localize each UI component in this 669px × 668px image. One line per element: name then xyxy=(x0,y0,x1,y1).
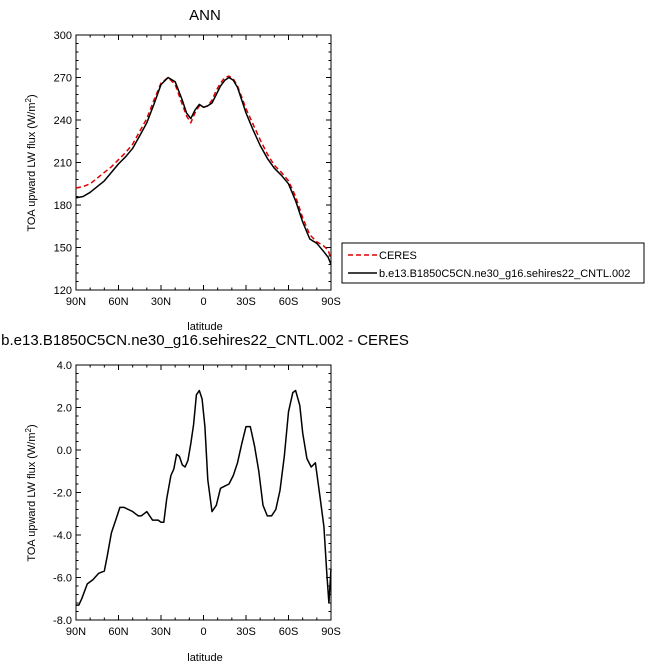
x-tick-label: 60N xyxy=(108,296,128,308)
y-tick-label: -2.0 xyxy=(53,488,72,500)
x-tick-label: 90S xyxy=(321,626,341,638)
chart-title: ANN xyxy=(189,7,221,24)
x-tick-label: 30N xyxy=(151,626,171,638)
x-tick-label: 90N xyxy=(66,626,86,638)
chart-annual-zonal-mean: ANN 90N 60N 30N 0 30S 60S 90S 120 150 180 210 240 27… xyxy=(24,7,645,333)
y-tick-label: 240 xyxy=(54,115,72,127)
y-tick-label: 2.0 xyxy=(57,403,72,415)
y-axis-label: TOA upward LW flux (W/m2) xyxy=(24,94,38,231)
y-tick-label: -4.0 xyxy=(53,530,72,542)
y-axis-label-close: ) xyxy=(26,94,38,98)
y-axis-label-close: ) xyxy=(26,424,38,428)
x-tick-label: 60S xyxy=(279,296,299,308)
legend-label-ceres: CERES xyxy=(379,250,417,262)
y-axis-label: TOA upward LW flux (W/m2) xyxy=(24,424,38,561)
chart-title: b.e13.B1850C5CN.ne30_g16.sehires22_CNTL.… xyxy=(1,332,409,349)
x-tick-label: 30N xyxy=(151,296,171,308)
plot-area: 90N 60N 30N 0 30S 60S 90S -8.0 -6.0 -4.0 -2.0 0.0 2.… xyxy=(53,360,341,638)
plot-frame xyxy=(75,364,332,621)
series-line-1 xyxy=(76,389,332,606)
x-tick-label: 60N xyxy=(108,626,128,638)
legend-label-model: b.e13.B1850C5CN.ne30_g16.sehires22_CNTL.… xyxy=(379,268,630,280)
x-tick-label: 0 xyxy=(200,296,206,308)
plot-area: 90N 60N 30N 0 30S 60S 90S 120 150 180 210 240 270 300 xyxy=(54,30,341,308)
series-line-2 xyxy=(75,76,332,265)
y-tick-label: 150 xyxy=(54,243,72,255)
legend: CERES b.e13.B1850C5CN.ne30_g16.sehires22… xyxy=(341,242,645,284)
y-tick-label: 300 xyxy=(54,30,72,42)
y-tick-label: 0.0 xyxy=(57,445,72,457)
y-tick-label: 210 xyxy=(54,158,72,170)
y-axis-label-exponent: 2 xyxy=(24,427,33,432)
x-tick-label: 60S xyxy=(279,626,299,638)
y-tick-label: 270 xyxy=(54,73,72,85)
chart-model-minus-ceres: b.e13.B1850C5CN.ne30_g16.sehires22_CNTL.… xyxy=(1,332,409,664)
x-tick-label: 30S xyxy=(236,626,256,638)
x-axis-label: latitude xyxy=(187,652,222,664)
x-tick-label: 0 xyxy=(200,626,206,638)
series-line-1 xyxy=(75,75,332,260)
plot-frame xyxy=(75,34,332,291)
y-tick-label: -8.0 xyxy=(53,615,72,627)
y-axis-label-text: TOA upward LW flux (W/m xyxy=(26,432,38,561)
y-tick-label: 180 xyxy=(54,200,72,212)
y-tick-label: -6.0 xyxy=(53,573,72,585)
legend-box xyxy=(341,242,645,284)
x-axis-label: latitude xyxy=(187,321,222,333)
y-axis-label-exponent: 2 xyxy=(24,97,33,102)
x-tick-label: 90S xyxy=(321,296,341,308)
x-tick-label: 90N xyxy=(66,296,86,308)
y-tick-label: 4.0 xyxy=(57,360,72,372)
y-axis-label-text: TOA upward LW flux (W/m xyxy=(26,102,38,231)
y-tick-label: 120 xyxy=(54,285,72,297)
x-tick-label: 30S xyxy=(236,296,256,308)
